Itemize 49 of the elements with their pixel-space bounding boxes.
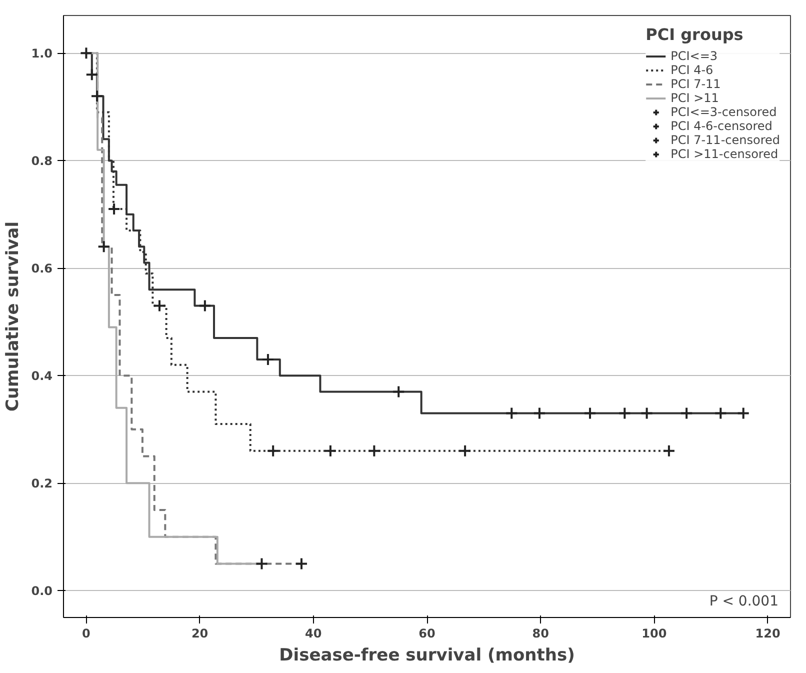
legend-label: PCI 7-11-censored — [670, 133, 780, 147]
y-tick-label: 0.8 — [31, 154, 53, 168]
x-tick-label: 20 — [191, 626, 208, 640]
point — [584, 406, 597, 420]
point — [97, 240, 110, 254]
y-tick-label: 0.4 — [31, 369, 53, 384]
point — [85, 68, 98, 82]
point — [662, 444, 676, 458]
point — [392, 385, 406, 398]
x-tick-label: 0 — [82, 626, 90, 640]
point — [505, 406, 518, 420]
legend-title: PCI groups — [646, 25, 744, 44]
legend-label: PCI 7-11 — [670, 77, 721, 91]
x-tick-label: 40 — [305, 626, 322, 640]
point — [108, 202, 121, 216]
point — [198, 299, 212, 312]
y-tick-label: 1.0 — [31, 46, 53, 61]
x-axis-title: Disease-free survival (months) — [279, 646, 575, 666]
legend-label: PCI<=3 — [670, 49, 718, 63]
point — [255, 557, 268, 570]
point — [261, 353, 274, 366]
legend-label: PCI >11 — [670, 91, 719, 105]
point — [458, 444, 472, 458]
x-tick-label: 120 — [755, 626, 780, 640]
point — [294, 557, 308, 570]
x-tick-label: 60 — [418, 626, 436, 640]
point — [266, 444, 280, 458]
y-tick-label: 0.0 — [31, 584, 53, 598]
point — [640, 406, 654, 420]
point — [680, 406, 694, 420]
legend-label: PCI 4-6-censored — [670, 119, 772, 133]
annotation: P < 0.001 — [709, 594, 779, 610]
point — [714, 406, 728, 420]
y-axis-title: Cumulative survival — [3, 221, 24, 412]
point — [736, 406, 750, 420]
x-tick-label: 100 — [642, 626, 667, 640]
point — [152, 299, 166, 312]
point — [532, 406, 546, 420]
legend-label: PCI<=3-censored — [670, 105, 777, 119]
legend-label: PCI 4-6 — [670, 63, 714, 77]
y-tick-label: 0.2 — [31, 476, 53, 491]
point — [90, 90, 104, 103]
y-tick-label: 0.6 — [31, 262, 53, 276]
point — [618, 406, 632, 420]
x-tick-label: 80 — [532, 626, 549, 640]
point — [80, 46, 93, 60]
point — [324, 444, 337, 458]
point — [368, 444, 381, 458]
legend-label: PCI >11-censored — [670, 147, 778, 161]
